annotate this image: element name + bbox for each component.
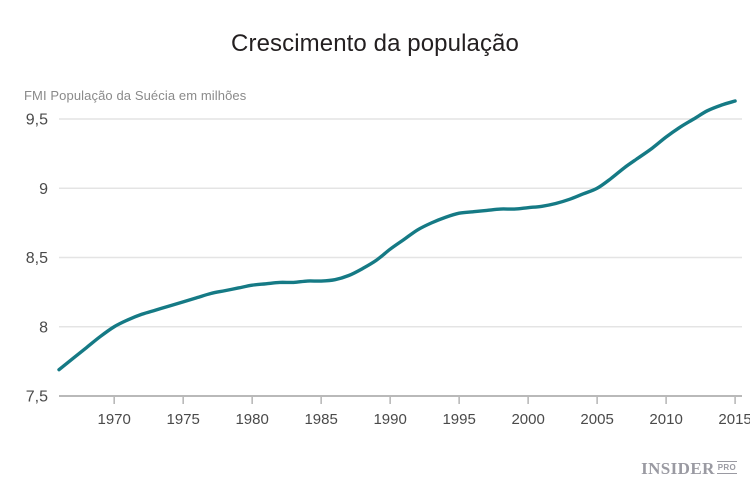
y-axis-tick-label: 9 [39, 181, 48, 198]
x-axis-tick-label: 2010 [649, 411, 682, 428]
x-axis-tick-label: 1985 [304, 411, 337, 428]
logo-wordmark: INSIDER [641, 459, 715, 478]
x-axis-tick-labels: 1970 1975 1980 1985 1990 1995 2000 2005 2010 2015 [98, 411, 750, 428]
x-axis-tick-label: 1980 [235, 411, 268, 428]
x-axis-tick-label: 2000 [511, 411, 544, 428]
y-axis-tick-label: 8,5 [26, 250, 48, 267]
x-axis-tick-label: 1975 [166, 411, 199, 428]
x-axis-tick-label: 1990 [373, 411, 406, 428]
chart-title: Crescimento da população [231, 30, 519, 57]
x-axis-tick-marks [113, 396, 736, 404]
logo-pro-badge: PRO [716, 461, 737, 474]
chart-subtitle: FMI População da Suécia em milhões [24, 88, 247, 103]
x-axis-tick-label: 2005 [580, 411, 613, 428]
gridlines [59, 118, 742, 397]
x-axis-tick-label: 1970 [98, 411, 131, 428]
x-axis-tick-label: 2015 [718, 411, 750, 428]
population-line-series [57, 99, 737, 372]
x-axis-tick-label: 1995 [442, 411, 475, 428]
y-axis-tick-label: 8 [39, 319, 48, 336]
insider-pro-logo: INSIDER PRO [641, 460, 737, 477]
y-axis-tick-label: 7,5 [26, 389, 48, 406]
y-axis-tick-label: 9,5 [26, 112, 48, 129]
y-axis-tick-labels: 7,5 8 8,5 9 9,5 [26, 112, 48, 406]
